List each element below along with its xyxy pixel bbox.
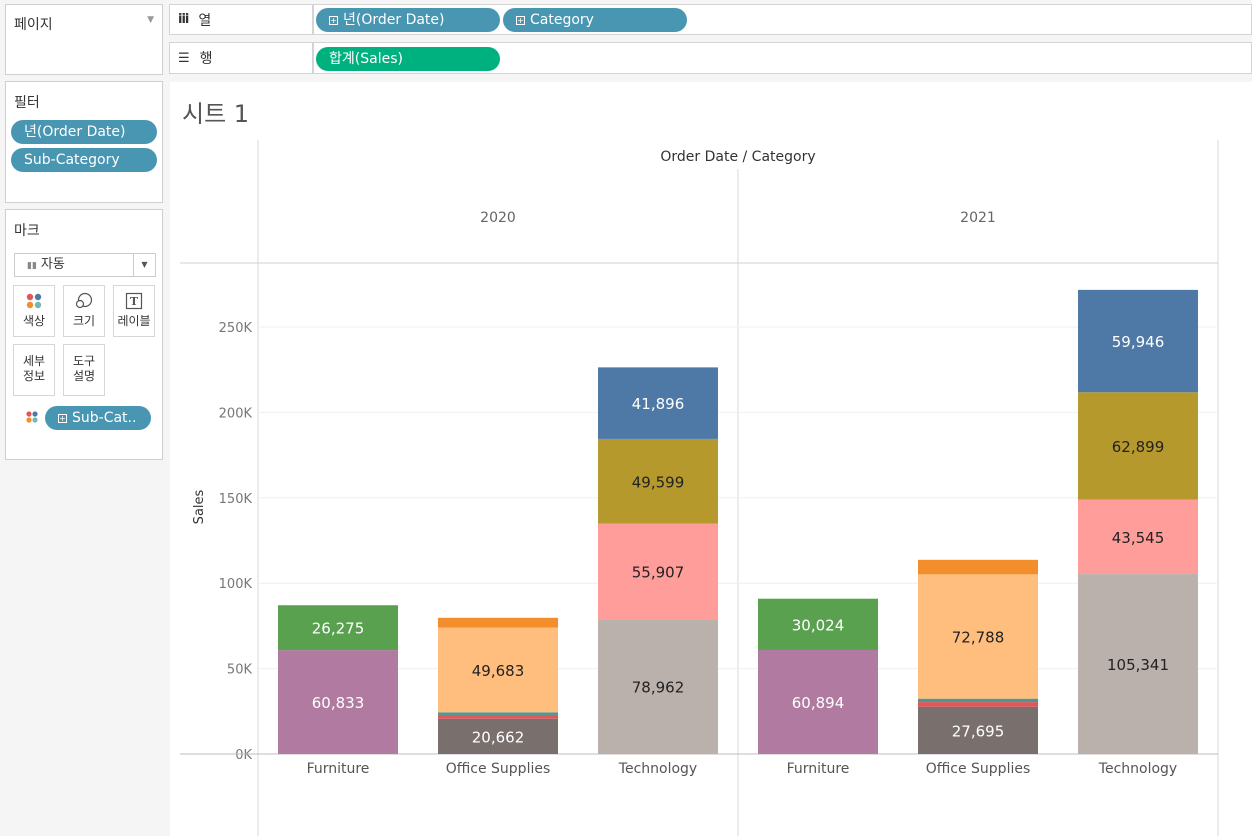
color-dots-icon — [14, 286, 54, 312]
columns-shelf[interactable]: + 년(Order Date) + Category — [313, 4, 1252, 35]
bar-segment — [918, 698, 1038, 703]
bar-segment — [438, 627, 558, 713]
label-button[interactable]: T 레이블 — [113, 285, 155, 337]
data-label: 62,899 — [1112, 438, 1165, 456]
color-marks-icon — [25, 410, 39, 428]
year-header-label: 2020 — [480, 210, 516, 226]
bar-segment — [1078, 574, 1198, 754]
pages-panel[interactable]: 페이지 ▼ — [5, 4, 163, 75]
bar-segment — [438, 714, 558, 719]
year-header-label: 2021 — [960, 210, 996, 226]
viz-area[interactable]: 시트 1 Order Date / Category 0K 50K 100K 150K 2… — [170, 82, 1252, 836]
bar-segment — [918, 559, 1038, 575]
bar-chart-icon: ▮▮ — [27, 261, 37, 271]
data-label: 43,545 — [1112, 529, 1165, 547]
x-category-label: Office Supplies — [446, 761, 551, 777]
y-tick-label: 250K — [219, 321, 253, 336]
data-label: 55,907 — [632, 563, 685, 581]
y-axis-label: Sales — [192, 489, 207, 524]
bar-segment — [1078, 499, 1198, 575]
marks-panel-title: 마크 — [14, 223, 40, 239]
y-tick-label: 200K — [219, 406, 253, 421]
rows-shelf[interactable]: 합계(Sales) — [313, 42, 1252, 74]
stacked-bar-chart: Order Date / Category 0K 50K 100K 150K 200K 25… — [180, 140, 1219, 836]
columns-pill-year-order-date[interactable]: + 년(Order Date) — [316, 8, 500, 32]
bar-segment — [918, 702, 1038, 707]
sheet-title: 시트 1 — [182, 100, 250, 128]
bar-segment — [278, 650, 398, 754]
marks-panel[interactable]: 마크 ▮▮ 자동 ▼ 색상 크기 T 레이블 세부 정보 도구 설명 + Sub-C… — [5, 209, 163, 460]
x-category-label: Furniture — [787, 761, 850, 777]
bar-segment — [598, 619, 718, 754]
data-label: 26,275 — [312, 620, 365, 638]
columns-shelf-label: iii 열 — [178, 12, 212, 29]
expand-icon: + — [516, 16, 525, 25]
bar-segment — [1078, 289, 1198, 393]
data-label: 27,695 — [952, 722, 1005, 740]
rows-pill-sum-sales[interactable]: 합계(Sales) — [316, 47, 500, 71]
pages-panel-title: 페이지 — [14, 17, 53, 33]
x-category-label: Furniture — [307, 761, 370, 777]
y-tick-label: 150K — [219, 492, 253, 507]
filter-pill-year-order-date[interactable]: 년(Order Date) — [11, 120, 157, 144]
y-tick-label: 0K — [235, 748, 252, 763]
svg-text:T: T — [130, 295, 139, 308]
pages-dropdown-icon[interactable]: ▼ — [147, 15, 154, 25]
filters-panel-title: 필터 — [14, 95, 40, 111]
data-label: 60,894 — [792, 694, 845, 712]
data-label: 60,833 — [312, 694, 365, 712]
x-category-label: Technology — [618, 761, 697, 777]
expand-icon: + — [329, 16, 338, 25]
columns-pill-category[interactable]: + Category — [503, 8, 687, 32]
expand-icon: + — [58, 414, 67, 423]
data-label: 49,683 — [472, 662, 525, 680]
bar-segment — [918, 574, 1038, 699]
rows-icon: ☰ — [178, 50, 190, 66]
bar-segment — [438, 617, 558, 628]
x-category-label: Technology — [1098, 761, 1177, 777]
detail-button[interactable]: 세부 정보 — [13, 344, 55, 396]
bar-segment — [598, 367, 718, 439]
rows-shelf-label-area: ☰ 행 — [169, 42, 313, 74]
bar-segment — [758, 649, 878, 754]
data-label: 20,662 — [472, 728, 525, 746]
bar-segment — [438, 712, 558, 715]
data-label: 78,962 — [632, 679, 685, 697]
data-label: 41,896 — [632, 395, 685, 413]
data-label: 49,599 — [632, 473, 685, 491]
data-label: 72,788 — [952, 629, 1005, 647]
rows-shelf-label: ☰ 행 — [178, 50, 213, 68]
bar-segment — [598, 438, 718, 524]
tooltip-button[interactable]: 도구 설명 — [63, 344, 105, 396]
size-icon — [64, 286, 104, 312]
color-button[interactable]: 색상 — [13, 285, 55, 337]
mark-type-dropdown[interactable]: ▮▮ 자동 ▼ — [14, 253, 156, 277]
y-tick-label: 100K — [219, 577, 253, 592]
columns-shelf-label-area: iii 열 — [169, 4, 313, 35]
size-button[interactable]: 크기 — [63, 285, 105, 337]
data-label: 59,946 — [1112, 333, 1165, 351]
bar-segment — [1078, 392, 1198, 500]
bar-segment — [438, 718, 558, 754]
filters-panel[interactable]: 필터 년(Order Date) Sub-Category — [5, 81, 163, 203]
bar-segment — [758, 598, 878, 650]
chevron-down-icon: ▼ — [133, 254, 155, 276]
column-header-title: Order Date / Category — [660, 149, 815, 165]
columns-icon: iii — [178, 12, 189, 27]
x-category-label: Office Supplies — [926, 761, 1031, 777]
bar-segment — [918, 706, 1038, 754]
color-pill-sub-category[interactable]: + Sub-Cat.. — [45, 406, 151, 430]
filter-pill-sub-category[interactable]: Sub-Category — [11, 148, 157, 172]
data-label: 105,341 — [1107, 656, 1169, 674]
bar-segment — [598, 523, 718, 620]
y-tick-label: 50K — [227, 663, 253, 678]
data-label: 30,024 — [792, 616, 845, 634]
text-label-icon: T — [114, 286, 154, 312]
bar-segment — [278, 605, 398, 651]
